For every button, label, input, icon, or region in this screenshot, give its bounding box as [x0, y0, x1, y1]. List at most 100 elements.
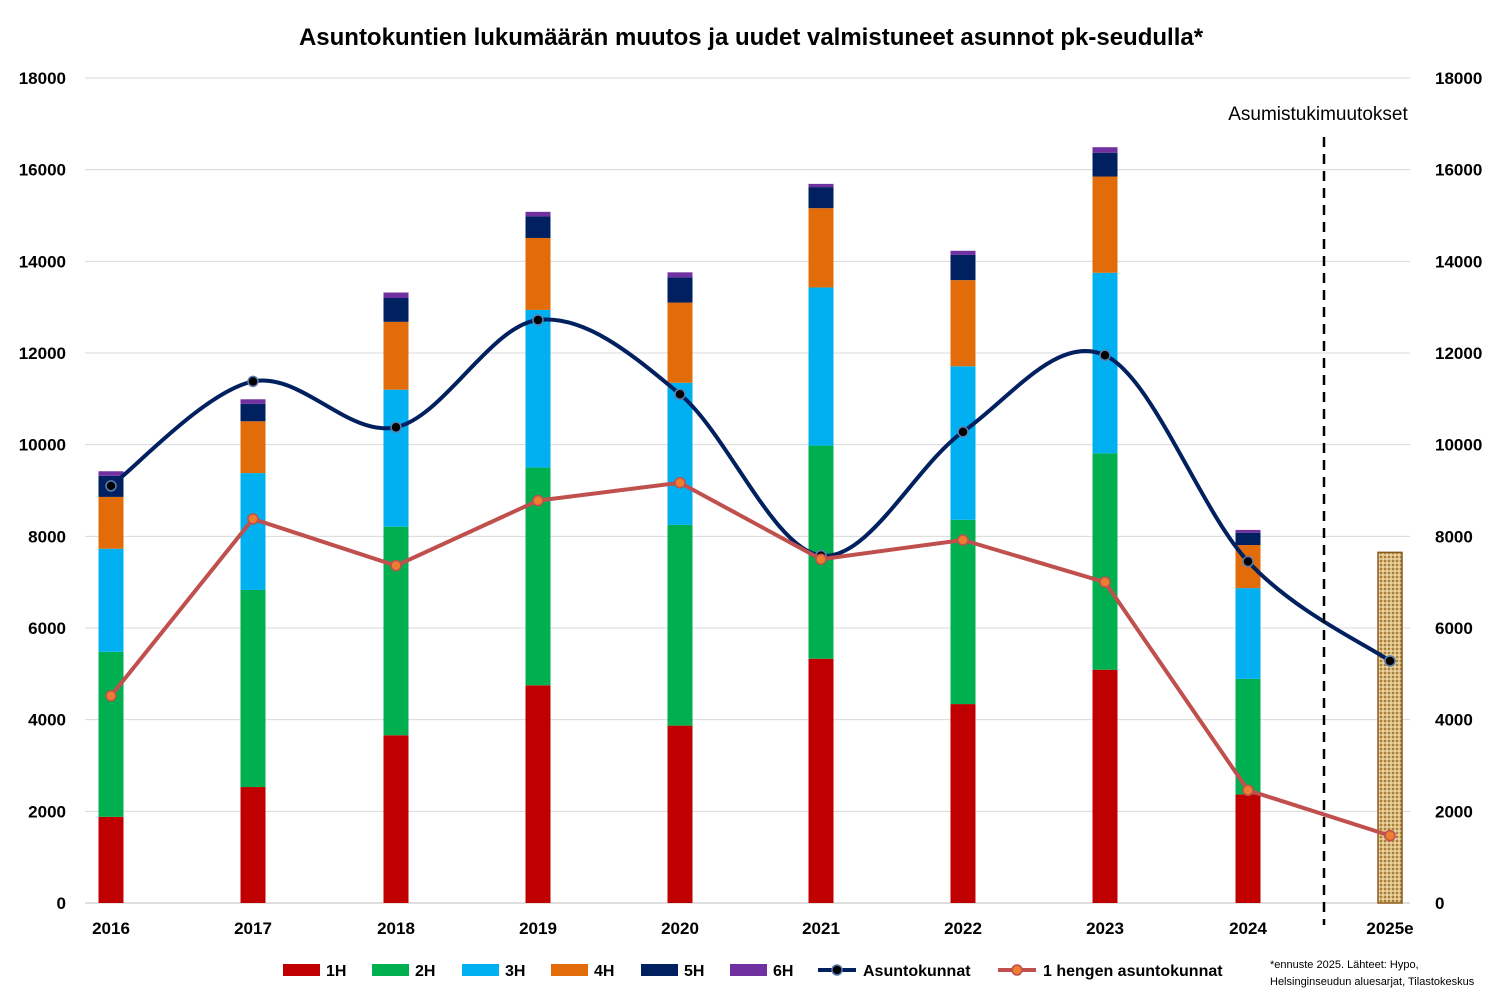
legend-swatch-6h: [730, 964, 767, 976]
legend: 1H 2H 3H 4H 5H 6H Asuntokunnat 1 hengen asuntok…: [283, 963, 1223, 980]
chart-title: Asuntokuntien lukumäärän muutos ja uudet…: [299, 24, 1204, 51]
x-tick-label: 2019: [519, 919, 557, 938]
line-1-hengen-asuntokunnat: [109, 480, 1391, 838]
x-tick-label: 2023: [1086, 919, 1124, 938]
bar-6h: [1092, 147, 1118, 153]
legend-label: 1H: [326, 963, 346, 980]
y-tick-label: 4000: [28, 711, 66, 730]
y-axis-right: 0 2000 4000 6000 8000 10000 12000 14000 16000 180…: [1435, 69, 1482, 913]
footnote-line: Helsinginseudun aluesarjat, Tilastokesku…: [1270, 976, 1475, 988]
bar-4h: [808, 208, 834, 288]
footnote: *ennuste 2025. Lähteet: Hypo, Helsinginse…: [1270, 959, 1475, 988]
point-asuntokunnat: [1242, 555, 1254, 568]
bar-forecast: [1377, 551, 1403, 904]
y-tick-label: 10000: [19, 436, 66, 455]
bar-3h: [950, 366, 976, 520]
bar-6h: [525, 211, 551, 217]
y-tick-label: 2000: [28, 802, 66, 821]
legend-label: 2H: [415, 963, 435, 980]
bar-1h: [240, 787, 266, 903]
x-tick-label: 2017: [234, 919, 272, 938]
annotation-label: Asumistukimuutokset: [1228, 104, 1408, 125]
point-asuntokunnat: [1099, 349, 1111, 362]
x-tick-label: 2018: [377, 919, 415, 938]
bar-6h: [667, 272, 693, 278]
bar-5h: [383, 298, 409, 322]
y-tick-label: 18000: [19, 69, 66, 88]
legend-marker: [831, 964, 843, 976]
x-tick-label: 2025e: [1366, 919, 1413, 938]
point-1-hengen: [390, 559, 402, 572]
bar-4h: [383, 321, 409, 390]
bar-1h: [525, 685, 551, 903]
y2-tick-label: 18000: [1435, 69, 1482, 88]
point-1-hengen: [815, 553, 827, 565]
y2-tick-label: 16000: [1435, 161, 1482, 180]
point-asuntokunnat: [674, 388, 686, 400]
point-1-hengen: [532, 494, 544, 507]
y-tick-label: 14000: [19, 252, 66, 271]
x-tick-label: 2021: [802, 919, 840, 938]
footnote-line: *ennuste 2025. Lähteet: Hypo,: [1270, 959, 1419, 971]
y-tick-label: 16000: [19, 161, 66, 180]
legend-swatch-1h: [283, 964, 320, 976]
x-axis: 2016 2017 2018 2019 2020 2021 2022 2023 2024 2025…: [92, 919, 1414, 938]
y2-tick-label: 14000: [1435, 252, 1482, 271]
bar-1h: [1092, 669, 1118, 903]
point-asuntokunnat: [532, 314, 544, 326]
legend-swatch-4h: [551, 964, 588, 976]
legend-label: 1 hengen asuntokunnat: [1043, 963, 1223, 980]
bar-1h: [950, 704, 976, 903]
bar-5h: [808, 187, 834, 209]
bar-4h: [525, 237, 551, 310]
bar-2h: [950, 519, 976, 705]
bar-2h: [667, 524, 693, 726]
bar-2h: [98, 651, 124, 817]
legend-swatch-2h: [372, 964, 409, 976]
y2-tick-label: 2000: [1435, 802, 1473, 821]
bar-6h: [98, 471, 124, 476]
x-tick-label: 2020: [661, 919, 699, 938]
legend-label: 4H: [594, 963, 614, 980]
bar-6h: [1235, 529, 1261, 533]
bar-4h: [98, 496, 124, 549]
bar-5h: [1235, 532, 1261, 546]
x-tick-label: 2024: [1229, 919, 1267, 938]
y2-tick-label: 12000: [1435, 344, 1482, 363]
point-1-hengen: [957, 534, 969, 546]
bar-4h: [950, 280, 976, 367]
bar-4h: [240, 421, 266, 474]
bar-5h: [1092, 152, 1118, 177]
point-asuntokunnat: [105, 480, 117, 492]
bar-series: [98, 147, 1403, 904]
point-1-hengen: [1242, 784, 1254, 796]
bar-3h: [667, 382, 693, 525]
gridlines: [85, 77, 1410, 904]
bar-2h: [383, 526, 409, 736]
legend-label: 5H: [684, 963, 704, 980]
bar-1h: [667, 725, 693, 903]
y2-tick-label: 4000: [1435, 711, 1473, 730]
y2-tick-label: 10000: [1435, 436, 1482, 455]
bar-2h: [1092, 453, 1118, 670]
point-asuntokunnat: [957, 426, 969, 438]
bar-6h: [240, 399, 266, 404]
x-tick-label: 2022: [944, 919, 982, 938]
bar-1h: [383, 735, 409, 903]
bar-4h: [1092, 176, 1118, 273]
line-series: [105, 314, 1396, 842]
legend-label: 6H: [773, 963, 793, 980]
bar-3h: [1235, 588, 1261, 679]
y-tick-label: 0: [57, 894, 66, 913]
y-tick-label: 12000: [19, 344, 66, 363]
x-tick-label: 2016: [92, 919, 130, 938]
point-asuntokunnat: [247, 375, 259, 388]
y-tick-label: 8000: [28, 527, 66, 546]
annotation: Asumistukimuutokset: [1228, 104, 1408, 925]
point-1-hengen: [247, 513, 259, 525]
point-1-hengen: [1099, 576, 1111, 588]
legend-label: 3H: [505, 963, 525, 980]
bar-6h: [808, 183, 834, 188]
legend-swatch-5h: [641, 964, 678, 976]
